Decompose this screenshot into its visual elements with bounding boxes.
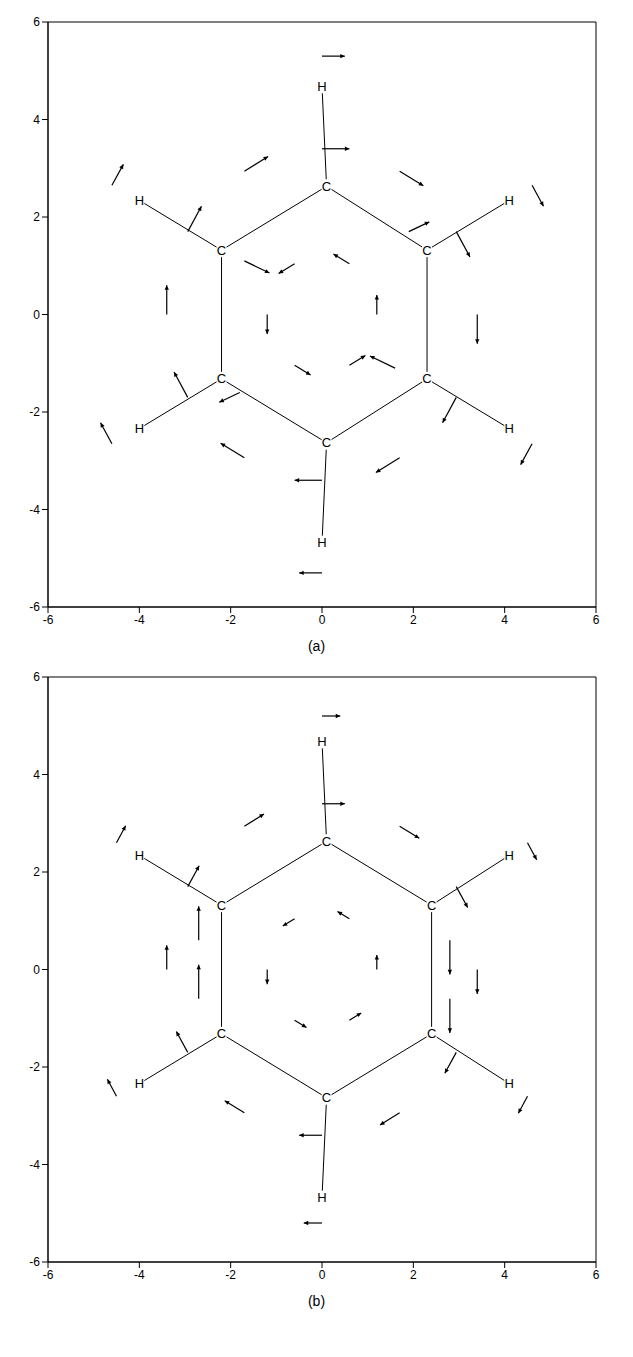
svg-text:-2: -2 [225, 1268, 236, 1282]
svg-text:C: C [322, 435, 331, 450]
svg-text:-6: -6 [43, 613, 54, 627]
svg-text:-6: -6 [29, 600, 40, 614]
svg-text:6: 6 [33, 670, 40, 684]
svg-text:C: C [322, 834, 331, 849]
svg-text:H: H [505, 1076, 514, 1091]
svg-text:C: C [427, 898, 436, 913]
svg-text:4: 4 [501, 1268, 508, 1282]
svg-text:H: H [505, 193, 514, 208]
svg-text:C: C [217, 1026, 226, 1041]
svg-text:H: H [135, 1076, 144, 1091]
svg-text:0: 0 [33, 963, 40, 977]
svg-text:4: 4 [33, 113, 40, 127]
svg-text:-4: -4 [134, 613, 145, 627]
svg-text:C: C [217, 898, 226, 913]
svg-text:H: H [135, 421, 144, 436]
svg-text:-4: -4 [29, 1158, 40, 1172]
svg-text:4: 4 [33, 768, 40, 782]
svg-text:6: 6 [593, 1268, 600, 1282]
svg-text:2: 2 [410, 1268, 417, 1282]
html-text:(a): (a) [307, 638, 326, 654]
svg-text:H: H [505, 421, 514, 436]
svg-text:C: C [322, 1090, 331, 1105]
svg-text:H: H [135, 848, 144, 863]
svg-text:C: C [422, 243, 431, 258]
svg-text:C: C [427, 1026, 436, 1041]
svg-text:C: C [322, 179, 331, 194]
svg-text:-4: -4 [134, 1268, 145, 1282]
svg-text:2: 2 [33, 865, 40, 879]
svg-text:H: H [317, 535, 326, 550]
svg-text:H: H [135, 193, 144, 208]
svg-text:H: H [505, 848, 514, 863]
svg-text:H: H [317, 79, 326, 94]
svg-text:6: 6 [33, 15, 40, 29]
svg-text:4: 4 [501, 613, 508, 627]
svg-text:C: C [422, 371, 431, 386]
svg-text:-2: -2 [225, 613, 236, 627]
svg-text:H: H [317, 1190, 326, 1205]
svg-text:H: H [317, 734, 326, 749]
svg-text:-6: -6 [43, 1268, 54, 1282]
svg-text:C: C [217, 243, 226, 258]
svg-text:0: 0 [319, 1268, 326, 1282]
svg-text:-2: -2 [29, 1060, 40, 1074]
svg-text:-2: -2 [29, 405, 40, 419]
svg-text:C: C [217, 371, 226, 386]
svg-text:6: 6 [593, 613, 600, 627]
svg-text:2: 2 [410, 613, 417, 627]
svg-text:0: 0 [319, 613, 326, 627]
html-text:(b): (b) [307, 1293, 326, 1309]
svg-text:-6: -6 [29, 1255, 40, 1269]
svg-text:2: 2 [33, 210, 40, 224]
svg-text:-4: -4 [29, 503, 40, 517]
svg-text:0: 0 [33, 308, 40, 322]
